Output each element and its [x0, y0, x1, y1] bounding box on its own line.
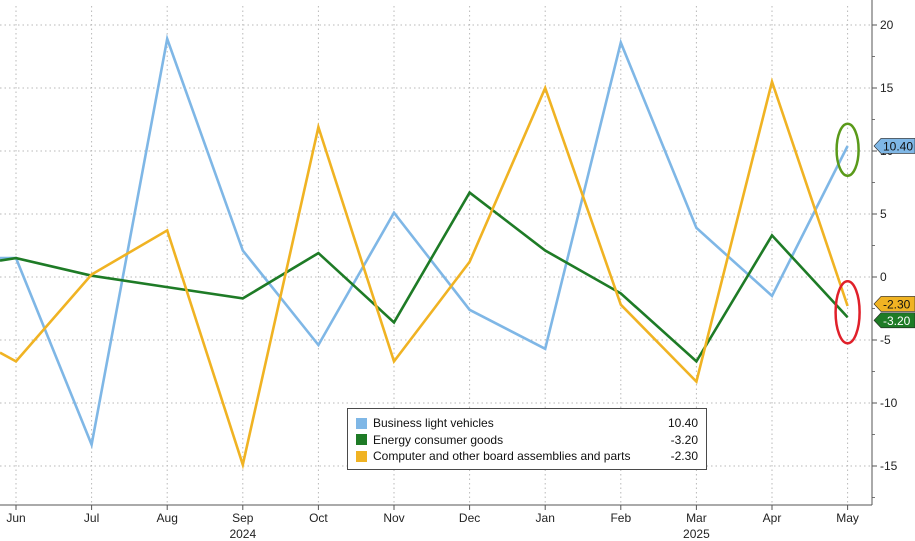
x-tick-label: Dec: [459, 511, 480, 525]
legend-label: Energy consumer goods: [373, 432, 504, 447]
x-tick-label: Sep: [232, 511, 254, 525]
x-tick-label: Nov: [383, 511, 404, 525]
value-tag-bg: [873, 296, 915, 312]
value-tag-label: 10.40: [883, 139, 913, 153]
x-tick-label: Feb: [610, 511, 631, 525]
legend-value: -3.20: [670, 432, 698, 447]
y-tick-label: 5: [880, 207, 887, 221]
legend-value: 10.40: [667, 416, 698, 431]
legend-swatch-computer-board-assemblies: [356, 450, 367, 462]
series-lines: [0, 33, 849, 470]
y-tick-label: 20: [880, 18, 894, 32]
value-tag-label: -2.30: [883, 297, 911, 311]
value-tag-bg: [873, 138, 915, 154]
x-tick-label: Jan: [536, 511, 555, 525]
x-year-label: 2024: [229, 527, 256, 541]
x-tick-label: Aug: [157, 511, 178, 525]
x-tick-label: Apr: [763, 511, 782, 525]
y-tick-label: -10: [880, 396, 898, 410]
y-tick-label: 15: [880, 81, 894, 95]
x-tick-label: Jul: [84, 511, 99, 525]
value-tag-label: -3.20: [883, 314, 911, 328]
legend-item: Energy consumer goods -3.20: [356, 432, 698, 449]
annotations: [834, 122, 861, 345]
y-tick-label: -15: [880, 459, 898, 473]
highlight-ellipse-bottom: [834, 280, 861, 345]
legend-label: Business light vehicles: [373, 416, 494, 431]
x-tick-label: Oct: [309, 511, 328, 525]
x-tick-label: May: [836, 511, 859, 525]
last-value-tags: -3.20 10.40 -2.30: [873, 138, 915, 329]
legend-value: -2.30: [670, 449, 698, 464]
chart-legend: Business light vehicles 10.40 Energy con…: [347, 408, 707, 470]
legend-swatch-business-light-vehicles: [356, 417, 367, 429]
y-tick-label: -5: [880, 333, 891, 347]
series-line-2: [0, 77, 849, 470]
legend-swatch-energy-consumer-goods: [356, 434, 367, 446]
legend-item: Business light vehicles 10.40: [356, 415, 698, 432]
x-tick-label: Jun: [6, 511, 25, 525]
legend-label: Computer and other board assemblies and …: [373, 449, 631, 464]
y-tick-label: 0: [880, 270, 887, 284]
value-tag-bg: [873, 312, 915, 329]
series-line-0: [0, 33, 849, 450]
highlight-ellipse-top: [835, 122, 860, 177]
x-year-label: 2025: [683, 527, 710, 541]
legend-item: Computer and other board assemblies and …: [356, 448, 698, 465]
x-tick-label: Mar: [686, 511, 707, 525]
